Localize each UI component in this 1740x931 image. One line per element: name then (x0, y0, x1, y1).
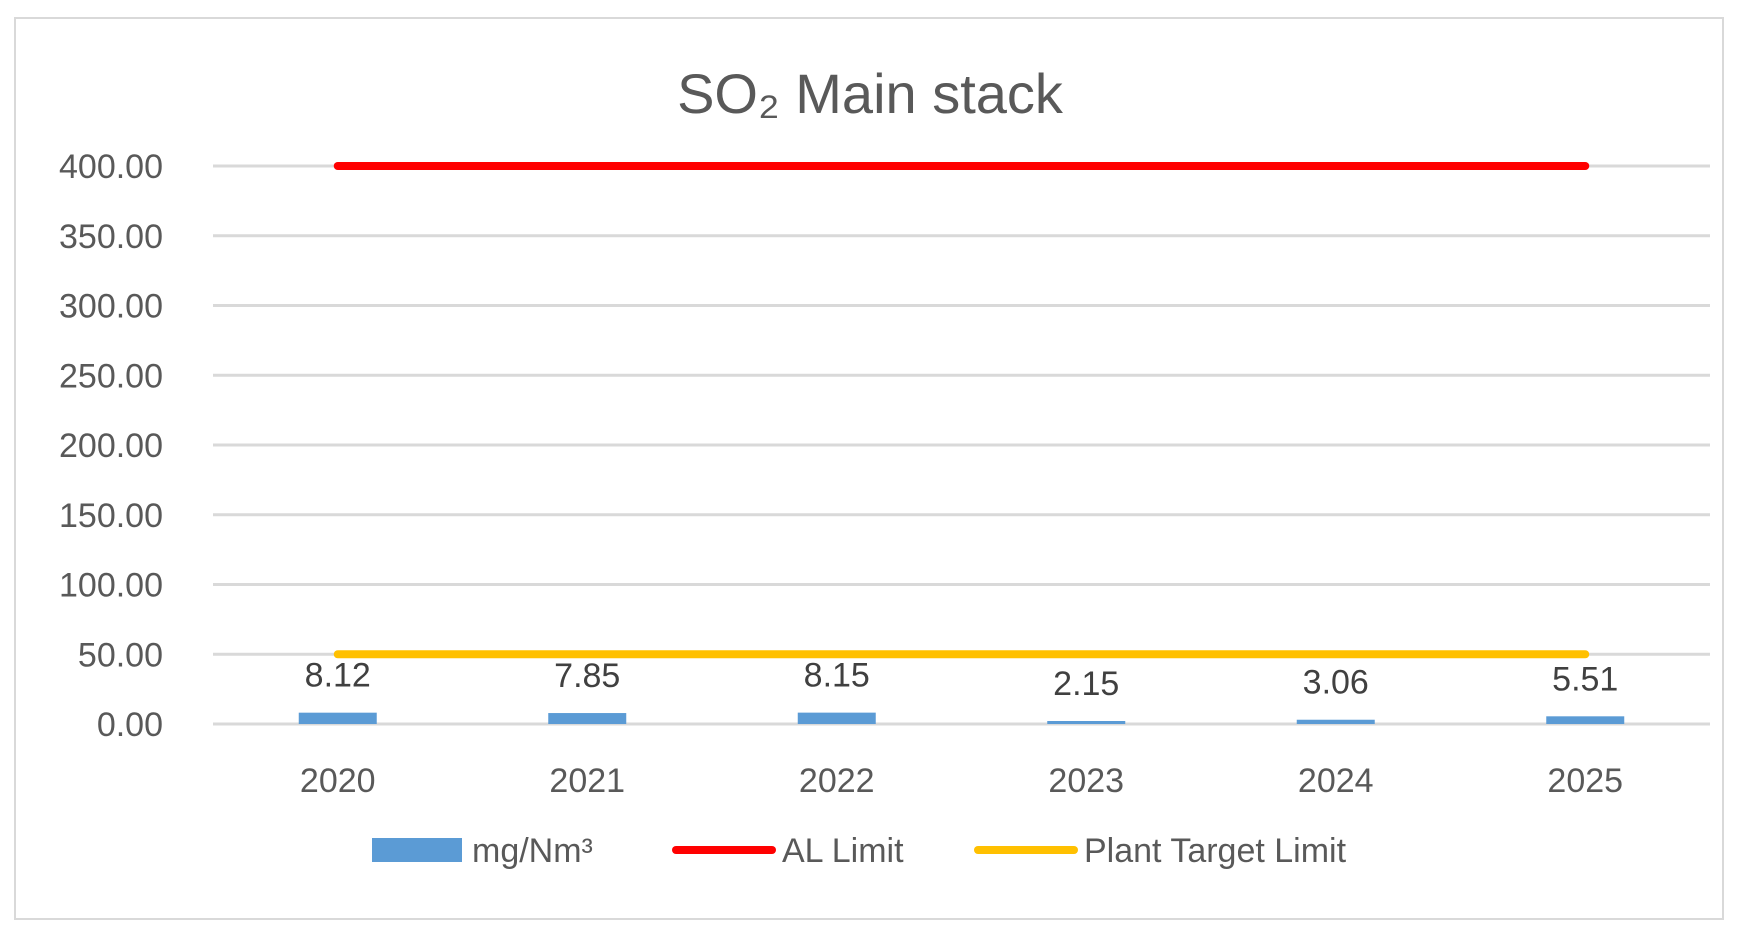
data-label: 5.51 (1552, 660, 1618, 698)
bar (298, 712, 377, 724)
data-label: 2.15 (1053, 665, 1119, 703)
legend-label: Plant Target Limit (1084, 832, 1347, 870)
legend-swatch (372, 838, 462, 862)
y-tick-label: 150.00 (59, 497, 163, 535)
data-label: 3.06 (1303, 664, 1369, 702)
gridlines (213, 164, 1710, 726)
bar (548, 713, 627, 724)
legend-label: AL Limit (782, 832, 904, 870)
legend-label: mg/Nm³ (472, 832, 593, 870)
legend: mg/Nm³ AL Limit Plant Target Limit (372, 832, 1347, 870)
bar (1047, 721, 1126, 724)
x-axis-ticks: 2020 2021 2022 2023 2024 2025 (300, 762, 1623, 800)
x-tick-label: 2022 (799, 762, 875, 800)
y-tick-label: 250.00 (59, 357, 163, 395)
chart-title: SO₂ Main stack (677, 62, 1064, 125)
data-label: 8.15 (804, 657, 870, 695)
y-tick-label: 100.00 (59, 567, 163, 605)
y-tick-label: 300.00 (59, 288, 163, 326)
data-label: 8.12 (305, 657, 371, 695)
y-tick-label: 350.00 (59, 218, 163, 256)
y-tick-label: 200.00 (59, 427, 163, 465)
y-axis-ticks: 0.00 50.00 100.00 150.00 200.00 250.00 300.00 3… (59, 148, 163, 744)
bar-series (298, 712, 1625, 724)
line-series (333, 162, 1590, 659)
x-tick-label: 2024 (1298, 762, 1374, 800)
bar (1296, 719, 1375, 724)
data-label: 7.85 (554, 657, 620, 695)
y-tick-label: 0.00 (97, 706, 163, 744)
x-tick-label: 2020 (300, 762, 376, 800)
y-tick-label: 50.00 (78, 636, 163, 674)
x-tick-label: 2021 (549, 762, 625, 800)
y-tick-label: 400.00 (59, 148, 163, 186)
x-tick-label: 2025 (1547, 762, 1623, 800)
bar (797, 712, 876, 724)
bar (1546, 716, 1625, 724)
x-tick-label: 2023 (1048, 762, 1124, 800)
data-labels: 8.12 7.85 8.15 2.15 3.06 5.51 (305, 657, 1619, 703)
